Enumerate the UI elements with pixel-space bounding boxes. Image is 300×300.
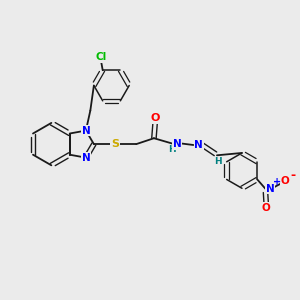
Text: O: O xyxy=(150,113,160,123)
Text: O: O xyxy=(281,176,290,186)
Text: N: N xyxy=(173,140,182,149)
Text: S: S xyxy=(111,139,119,149)
Text: -: - xyxy=(291,169,296,182)
Text: +: + xyxy=(273,177,281,188)
Text: N: N xyxy=(82,153,90,163)
Text: N: N xyxy=(194,140,203,150)
Text: H: H xyxy=(168,146,176,154)
Text: Cl: Cl xyxy=(96,52,107,62)
Text: H: H xyxy=(214,157,222,166)
Text: O: O xyxy=(262,203,271,213)
Text: N: N xyxy=(82,126,90,136)
Text: N: N xyxy=(266,184,274,194)
